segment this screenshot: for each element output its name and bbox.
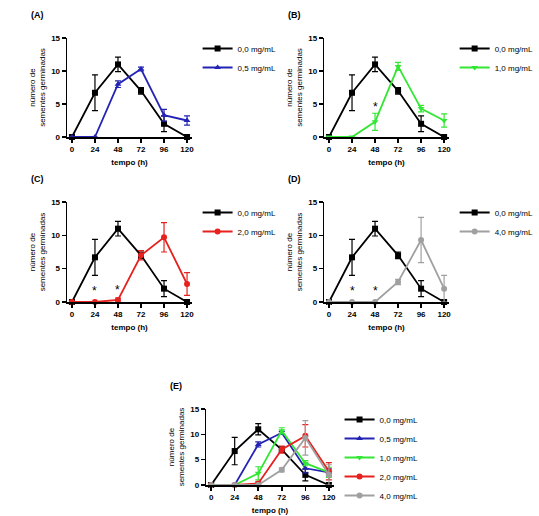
svg-text:10: 10 bbox=[51, 67, 60, 76]
svg-text:(D): (D) bbox=[288, 174, 301, 184]
svg-text:120: 120 bbox=[180, 145, 194, 154]
svg-text:120: 120 bbox=[437, 145, 451, 154]
svg-text:0: 0 bbox=[56, 133, 61, 142]
svg-text:*: * bbox=[373, 284, 378, 298]
svg-text:72: 72 bbox=[394, 145, 403, 154]
svg-text:0: 0 bbox=[313, 133, 318, 142]
svg-text:0,5 mg/mL: 0,5 mg/mL bbox=[238, 64, 276, 73]
svg-text:0,0 mg/mL: 0,0 mg/mL bbox=[238, 209, 276, 218]
svg-text:número desementes germinadas: número desementes germinadas bbox=[28, 213, 47, 292]
svg-text:5: 5 bbox=[313, 264, 318, 273]
svg-text:(E): (E) bbox=[170, 381, 182, 391]
svg-text:tempo (h): tempo (h) bbox=[252, 506, 289, 515]
svg-text:0: 0 bbox=[195, 481, 200, 490]
svg-text:tempo (h): tempo (h) bbox=[368, 323, 405, 332]
svg-text:15: 15 bbox=[308, 34, 317, 43]
svg-text:24: 24 bbox=[91, 145, 100, 154]
svg-text:0: 0 bbox=[70, 145, 75, 154]
svg-text:0: 0 bbox=[327, 310, 332, 319]
svg-text:tempo (h): tempo (h) bbox=[111, 158, 148, 167]
svg-text:número desementes germinadas: número desementes germinadas bbox=[28, 48, 47, 127]
svg-text:120: 120 bbox=[322, 493, 336, 502]
svg-text:tempo (h): tempo (h) bbox=[368, 158, 405, 167]
svg-text:0,0 mg/mL: 0,0 mg/mL bbox=[380, 416, 418, 425]
svg-text:96: 96 bbox=[417, 310, 426, 319]
svg-text:*: * bbox=[350, 284, 355, 298]
svg-text:120: 120 bbox=[437, 310, 451, 319]
svg-text:0: 0 bbox=[70, 310, 75, 319]
svg-text:número desementes germinadas: número desementes germinadas bbox=[285, 213, 304, 292]
svg-text:4,0 mg/mL: 4,0 mg/mL bbox=[495, 228, 533, 237]
svg-text:5: 5 bbox=[56, 100, 61, 109]
svg-text:*: * bbox=[373, 100, 378, 114]
svg-text:5: 5 bbox=[56, 264, 61, 273]
svg-text:24: 24 bbox=[91, 310, 100, 319]
svg-text:72: 72 bbox=[137, 310, 146, 319]
svg-text:0,0 mg/mL: 0,0 mg/mL bbox=[495, 45, 533, 54]
svg-text:72: 72 bbox=[137, 145, 146, 154]
svg-text:0,0 mg/mL: 0,0 mg/mL bbox=[238, 45, 276, 54]
svg-text:48: 48 bbox=[114, 145, 123, 154]
svg-text:0,5 mg/mL: 0,5 mg/mL bbox=[380, 435, 418, 444]
svg-text:96: 96 bbox=[301, 493, 310, 502]
svg-text:tempo (h): tempo (h) bbox=[111, 323, 148, 332]
svg-text:1,0 mg/mL: 1,0 mg/mL bbox=[495, 64, 533, 73]
svg-text:48: 48 bbox=[371, 145, 380, 154]
svg-text:48: 48 bbox=[114, 310, 123, 319]
svg-text:48: 48 bbox=[371, 310, 380, 319]
svg-text:72: 72 bbox=[277, 493, 286, 502]
svg-text:48: 48 bbox=[254, 493, 263, 502]
svg-text:4,0 mg/mL: 4,0 mg/mL bbox=[380, 492, 418, 501]
svg-text:número desementes germinadas: número desementes germinadas bbox=[285, 48, 304, 127]
svg-text:1,0 mg/mL: 1,0 mg/mL bbox=[380, 454, 418, 463]
svg-text:24: 24 bbox=[348, 145, 357, 154]
svg-text:(A): (A) bbox=[31, 10, 44, 20]
svg-text:10: 10 bbox=[51, 231, 60, 240]
svg-text:10: 10 bbox=[308, 67, 317, 76]
svg-text:96: 96 bbox=[160, 145, 169, 154]
svg-text:*: * bbox=[115, 283, 120, 297]
svg-text:15: 15 bbox=[308, 198, 317, 207]
svg-text:10: 10 bbox=[190, 430, 199, 439]
svg-text:15: 15 bbox=[190, 405, 199, 414]
svg-text:120: 120 bbox=[180, 310, 194, 319]
svg-text:15: 15 bbox=[51, 34, 60, 43]
svg-text:96: 96 bbox=[160, 310, 169, 319]
svg-text:10: 10 bbox=[308, 231, 317, 240]
svg-text:2,0 mg/mL: 2,0 mg/mL bbox=[238, 228, 276, 237]
svg-text:5: 5 bbox=[195, 455, 200, 464]
svg-text:0,0 mg/mL: 0,0 mg/mL bbox=[495, 209, 533, 218]
svg-text:0: 0 bbox=[327, 145, 332, 154]
svg-text:(B): (B) bbox=[288, 10, 301, 20]
svg-text:número desementes germinadas: número desementes germinadas bbox=[167, 408, 186, 487]
svg-text:(C): (C) bbox=[31, 174, 44, 184]
svg-text:2,0 mg/mL: 2,0 mg/mL bbox=[380, 473, 418, 482]
svg-text:0: 0 bbox=[209, 493, 214, 502]
svg-text:24: 24 bbox=[348, 310, 357, 319]
svg-text:*: * bbox=[92, 284, 97, 298]
svg-text:96: 96 bbox=[417, 145, 426, 154]
svg-text:0: 0 bbox=[56, 298, 61, 307]
svg-text:5: 5 bbox=[313, 100, 318, 109]
svg-text:72: 72 bbox=[394, 310, 403, 319]
svg-text:24: 24 bbox=[230, 493, 239, 502]
svg-text:15: 15 bbox=[51, 198, 60, 207]
svg-text:0: 0 bbox=[313, 298, 318, 307]
